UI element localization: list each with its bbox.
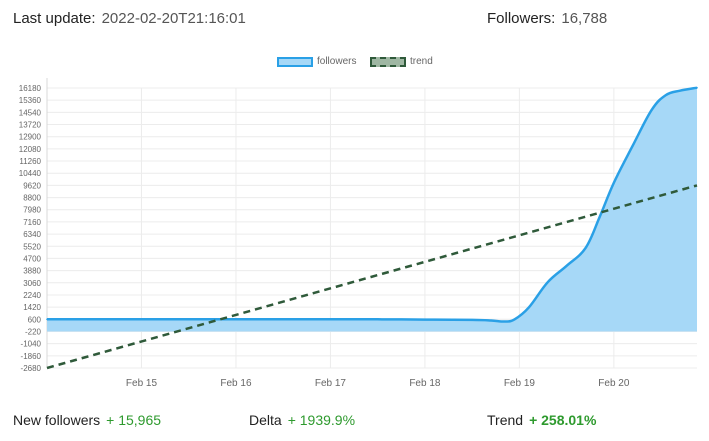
followers-line	[46, 86, 698, 323]
x-tick-label: Feb 18	[409, 378, 441, 389]
y-tick-label: -1860	[21, 352, 42, 361]
x-tick-label: Feb 19	[504, 378, 536, 389]
followers-point	[584, 247, 587, 249]
y-tick-label: 3880	[23, 267, 41, 276]
followers-point	[140, 318, 143, 321]
y-tick-label: 600	[28, 315, 42, 324]
followers-point	[650, 109, 653, 111]
y-tick-label: 12900	[19, 133, 42, 142]
followers-point	[631, 144, 634, 147]
followers-point	[424, 318, 426, 321]
legend-swatch-followers	[277, 56, 313, 67]
legend-swatch-trend	[370, 56, 406, 67]
legend-label-followers: followers	[317, 56, 357, 67]
delta-label: Delta	[249, 412, 282, 428]
x-tick-label: Feb 16	[220, 378, 252, 389]
last-update-value: 2022-02-20T21:16:01	[101, 10, 246, 27]
y-tick-label: 8800	[23, 194, 41, 203]
y-tick-label: 12080	[19, 145, 42, 154]
new-followers-label: New followers	[13, 412, 101, 428]
y-tick-label: -220	[25, 327, 42, 336]
delta-value: + 1939.9%	[287, 412, 356, 428]
followers-area	[47, 87, 697, 332]
y-tick-label: 3060	[23, 279, 41, 288]
followers-count: Followers: 16,788	[487, 10, 607, 27]
header-row: Last update: 2022-02-20T21:16:01 Follower…	[0, 10, 709, 32]
followers-point	[187, 318, 190, 321]
trend-line	[46, 184, 698, 370]
delta-stat: Delta + 1939.9%	[249, 412, 355, 428]
y-tick-label: 7160	[23, 218, 41, 227]
followers-point	[471, 319, 473, 321]
y-tick-label: 10440	[19, 169, 42, 178]
followers-value: 16,788	[561, 10, 608, 27]
y-tick-label: 9620	[23, 181, 41, 190]
trend-label: Trend	[487, 412, 524, 428]
legend-item-followers[interactable]: followers	[277, 56, 356, 67]
y-tick-label: 6340	[23, 230, 41, 239]
new-followers-stat: New followers + 15,965	[13, 412, 161, 428]
y-tick-label: 14540	[19, 108, 42, 117]
followers-point	[93, 318, 96, 321]
followers-point	[679, 89, 681, 92]
y-tick-label: 2240	[23, 291, 41, 300]
followers-point	[282, 318, 284, 321]
y-tick-label: 5520	[23, 242, 41, 251]
trend-stat: Trend + 258.01%	[487, 412, 596, 428]
followers-point	[490, 319, 492, 322]
followers-point	[613, 181, 615, 184]
last-update-label: Last update:	[13, 10, 96, 27]
x-tick-label: Feb 17	[315, 378, 347, 389]
followers-point	[598, 216, 601, 218]
last-update: Last update: 2022-02-20T21:16:01	[13, 10, 246, 27]
followers-point	[696, 86, 698, 89]
followers-point	[46, 318, 48, 321]
followers-point	[376, 318, 379, 321]
y-tick-label: 1420	[23, 303, 41, 312]
followers-point	[528, 306, 530, 309]
followers-point	[513, 318, 516, 321]
followers-point	[546, 281, 549, 283]
followers-label: Followers:	[487, 10, 556, 27]
legend-label-trend: trend	[410, 56, 433, 67]
followers-point	[235, 318, 237, 321]
x-tick-label: Feb 15	[126, 378, 158, 389]
y-tick-label: 13720	[19, 121, 42, 130]
y-tick-label: 15360	[19, 96, 42, 105]
trend-value: + 258.01%	[529, 412, 597, 428]
followers-point	[665, 94, 667, 96]
y-tick-label: 7980	[23, 206, 41, 215]
y-tick-label: -1040	[21, 340, 42, 349]
y-tick-label: 16180	[19, 84, 42, 93]
followers-point	[565, 265, 568, 267]
new-followers-value: + 15,965	[106, 412, 162, 428]
followers-point	[504, 320, 507, 323]
footer-row: New followers + 15,965 Delta + 1939.9% Tre…	[0, 412, 709, 434]
y-tick-label: 11260	[19, 157, 41, 166]
x-tick-label: Feb 20	[598, 378, 630, 389]
chart-legend: followers trend	[0, 56, 709, 74]
y-tick-label: -2680	[21, 364, 42, 373]
y-tick-label: 4700	[23, 254, 41, 263]
legend-item-trend[interactable]: trend	[370, 56, 433, 67]
followers-point	[329, 318, 332, 321]
